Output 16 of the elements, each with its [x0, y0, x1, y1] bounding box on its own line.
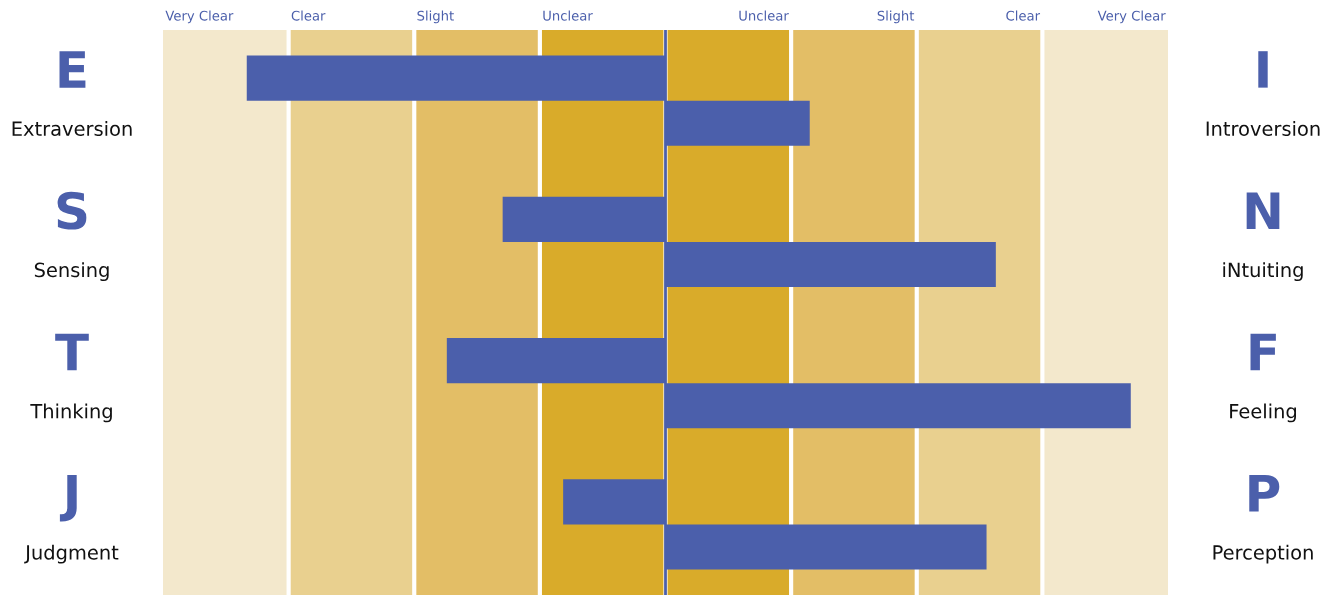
- band-label: Slight: [877, 10, 915, 24]
- band-label: Unclear: [543, 10, 593, 21]
- y-tick-label: T Thinking: [30, 333, 112, 423]
- band-label: Very Clear: [1097, 10, 1166, 24]
- y-tick-label: J Judgment: [24, 474, 119, 564]
- y2-tick-label: I Introversion: [1206, 51, 1320, 137]
- y-tick-label: S Sensing: [34, 191, 109, 282]
- band-label: Clear: [291, 10, 326, 21]
- y2-tick-label: N iNtuiting: [1223, 192, 1303, 282]
- band-label: Very Clear: [165, 10, 234, 24]
- y2-tick-label: P Perception: [1213, 474, 1313, 564]
- y2-tick-label: F Feeling: [1230, 333, 1296, 423]
- band-label: Clear: [1006, 10, 1041, 21]
- band-label: Unclear: [739, 10, 789, 21]
- band-label: Slight: [417, 10, 454, 24]
- y-tick-label: E Extraversion: [12, 51, 132, 137]
